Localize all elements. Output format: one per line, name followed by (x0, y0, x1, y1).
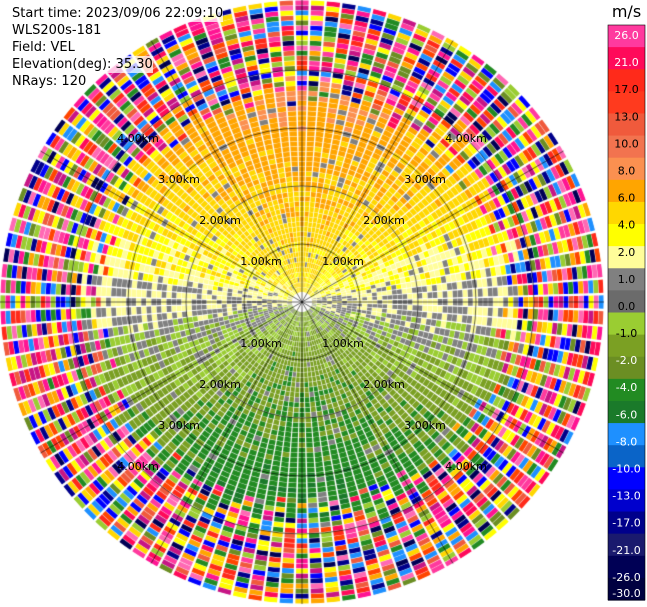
colorbar-swatch (608, 201, 645, 225)
colorbar-swatch (608, 246, 645, 269)
colorbar-tick: -8.0 (616, 435, 637, 448)
colorbar-swatch (608, 91, 645, 115)
colorbar-swatch (608, 467, 645, 491)
colorbar-tick: 17.0 (614, 83, 639, 96)
colorbar-tick: -6.0 (616, 408, 637, 421)
colorbar-swatch (608, 135, 645, 159)
colorbar-swatch (608, 555, 645, 579)
colorbar-tick: 0.0 (618, 300, 636, 313)
colorbar-tick: -2.0 (616, 354, 637, 367)
colorbar-tick: 4.0 (618, 219, 636, 232)
nrays-label: NRays: 120 (12, 73, 87, 90)
colorbar-frame (607, 24, 646, 601)
colorbar-tick: 13.0 (614, 110, 639, 123)
colorbar-swatch (608, 445, 645, 468)
colorbar-tick: -17.0 (612, 517, 640, 530)
colorbar-swatch (608, 511, 645, 535)
colorbar-swatch (608, 577, 645, 601)
colorbar-tick: -10.0 (612, 463, 640, 476)
colorbar-tick: 1.0 (618, 273, 636, 286)
colorbar-swatch (608, 356, 645, 380)
colorbar-tick: 8.0 (618, 165, 636, 178)
ppi-velocity-plot (0, 0, 610, 607)
instrument-label: WLS200s-181 (12, 22, 102, 39)
colorbar-tick: 6.0 (618, 192, 636, 205)
colorbar-tick: 2.0 (618, 246, 636, 259)
colorbar-swatch (608, 378, 645, 402)
elevation-label: Elevation(deg): 35.30 (12, 56, 153, 73)
colorbar-swatch (608, 25, 645, 48)
colorbar-swatch (608, 157, 645, 181)
colorbar-swatch (608, 423, 645, 446)
colorbar-unit: m/s (612, 2, 641, 21)
colorbar-tick: -26.0 (612, 571, 640, 584)
colorbar-swatch (608, 113, 645, 137)
field-label: Field: VEL (12, 39, 75, 56)
colorbar-tick: 21.0 (614, 56, 639, 69)
colorbar-swatch (608, 268, 645, 291)
colorbar-swatch (608, 334, 645, 358)
colorbar-swatch (608, 312, 645, 336)
colorbar-tick: -13.0 (612, 490, 640, 503)
colorbar-tick: 26.0 (614, 29, 639, 42)
colorbar-swatch (608, 179, 645, 203)
colorbar-swatch (608, 290, 645, 314)
colorbar-swatch (608, 224, 645, 247)
colorbar-tick: -1.0 (616, 327, 637, 340)
colorbar-swatch (608, 400, 645, 424)
colorbar-tick: 10.0 (614, 137, 639, 150)
colorbar-swatch (608, 69, 645, 92)
colorbar-swatch (608, 533, 645, 557)
colorbar-tick: -4.0 (616, 381, 637, 394)
colorbar-swatch (608, 489, 645, 513)
colorbar-swatch (608, 47, 645, 70)
colorbar-tick: -21.0 (612, 544, 640, 557)
start-time-label: Start time: 2023/09/06 22:09:10 (12, 5, 224, 22)
colorbar-tick: -30.0 (612, 587, 640, 600)
